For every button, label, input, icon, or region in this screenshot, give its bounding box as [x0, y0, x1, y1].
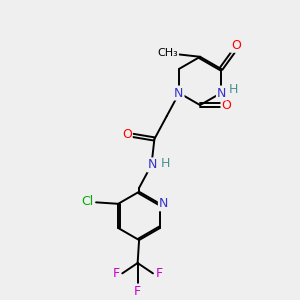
Text: N: N	[174, 86, 184, 100]
Text: N: N	[159, 197, 168, 210]
Text: O: O	[122, 128, 132, 141]
Text: H: H	[161, 157, 170, 170]
Text: O: O	[222, 99, 232, 112]
Text: F: F	[113, 267, 120, 280]
Text: F: F	[155, 267, 162, 280]
Text: CH₃: CH₃	[157, 48, 178, 58]
Text: H: H	[229, 83, 238, 96]
Text: N: N	[217, 86, 226, 100]
Text: O: O	[231, 39, 241, 52]
Text: F: F	[134, 284, 141, 298]
Text: N: N	[147, 158, 157, 171]
Text: Cl: Cl	[82, 195, 94, 208]
